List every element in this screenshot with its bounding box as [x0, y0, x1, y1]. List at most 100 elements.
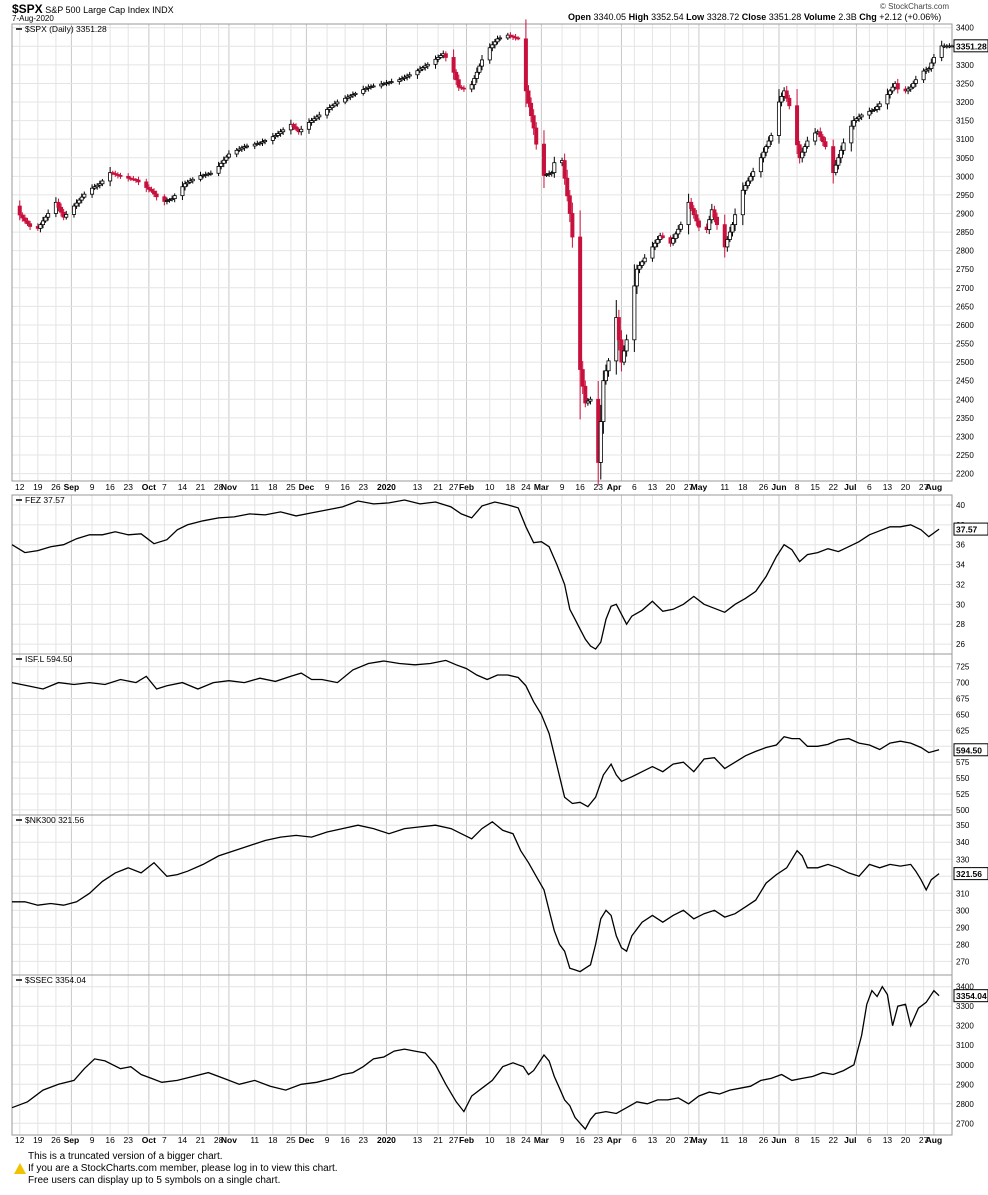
y-tick-label: 3300 — [956, 61, 974, 70]
x-tick-label: May — [691, 482, 708, 492]
x-tick-label: 8 — [795, 482, 800, 492]
x-tick-label: Mar — [534, 482, 550, 492]
candle-body — [606, 360, 611, 372]
brand-credit[interactable]: © StockCharts.com — [880, 2, 950, 11]
candle-body — [71, 205, 76, 215]
x-tick-label: Oct — [142, 1135, 156, 1145]
candle-body — [77, 199, 82, 204]
candle-body — [686, 201, 691, 226]
candle-body — [818, 131, 823, 138]
x-tick-label: 12 — [15, 1135, 25, 1145]
candle-body — [854, 118, 859, 122]
candle-body — [257, 142, 262, 145]
y-tick-label: 40 — [956, 501, 965, 510]
candle-body — [950, 45, 955, 48]
candle-body — [162, 196, 167, 202]
candle-body — [924, 69, 929, 72]
candle-body — [841, 142, 846, 151]
x-tick-label: 18 — [506, 482, 516, 492]
y-tick-label: 2800 — [956, 1100, 974, 1109]
candle-body — [350, 94, 355, 97]
x-tick-label: 20 — [666, 1135, 676, 1145]
candle-body — [208, 172, 213, 175]
close-label: Close — [741, 12, 767, 22]
y-tick-label: 725 — [956, 663, 970, 672]
candle-body — [769, 135, 774, 142]
x-tick-label: 21 — [433, 1135, 443, 1145]
candle-body — [859, 114, 864, 118]
x-tick-label: 9 — [90, 1135, 95, 1145]
candle-body — [399, 78, 404, 81]
x-tick-label: Feb — [459, 1135, 474, 1145]
candle-body — [637, 265, 642, 270]
candle-body — [79, 196, 84, 201]
candle-body — [474, 71, 479, 79]
candle-body — [906, 88, 911, 92]
candle-body — [691, 208, 696, 216]
candle-body — [397, 79, 402, 82]
candle-body — [278, 131, 283, 135]
x-tick-label: 26 — [51, 1135, 61, 1145]
candle-body — [436, 57, 441, 60]
candle-body — [216, 166, 221, 174]
candle-body — [363, 88, 368, 91]
candle-body — [764, 146, 769, 153]
candle-body — [456, 79, 461, 88]
candle-body — [820, 136, 825, 143]
x-tick-label: 10 — [485, 482, 495, 492]
y-tick-label: 330 — [956, 855, 970, 864]
x-tick-label: 18 — [506, 1135, 516, 1145]
candle-body — [345, 96, 350, 99]
candle-body — [152, 190, 157, 195]
candle-body — [513, 36, 518, 39]
y-tick-label: 36 — [956, 541, 965, 550]
x-tick-label: 18 — [738, 482, 748, 492]
candle-body — [461, 87, 466, 90]
panel-frame — [11, 653, 953, 816]
candle-body — [126, 175, 131, 179]
x-tick-label: 23 — [593, 1135, 603, 1145]
candle-body — [869, 109, 874, 112]
candle-body — [224, 156, 229, 161]
x-tick-label: 13 — [883, 1135, 893, 1145]
volume-value: 2.3B — [838, 12, 857, 22]
candle-body — [642, 257, 647, 263]
candle-body — [529, 102, 534, 117]
candle-body — [838, 149, 843, 159]
x-tick-label: 9 — [90, 482, 95, 492]
y-tick-label: 3000 — [956, 172, 974, 181]
x-tick-label: Apr — [607, 1135, 622, 1145]
candle-body — [911, 83, 916, 88]
x-tick-label: 8 — [795, 1135, 800, 1145]
y-tick-label: 3250 — [956, 79, 974, 88]
candle-body — [198, 175, 203, 180]
candle-body — [583, 385, 588, 404]
x-tick-label: 7 — [162, 1135, 167, 1145]
x-tick-label: Feb — [459, 482, 474, 492]
candle-body — [74, 202, 79, 207]
last-value-label: 3354.04 — [956, 991, 987, 1001]
candle-body — [185, 181, 190, 185]
x-tick-label: Jun — [771, 1135, 786, 1145]
x-tick-label: 16 — [105, 1135, 115, 1145]
panel-label: ISF.L 594.50 — [25, 654, 73, 664]
candle-body — [671, 238, 676, 244]
candle-body — [727, 231, 732, 240]
x-tick-label: 9 — [325, 1135, 330, 1145]
candle-body — [38, 224, 43, 229]
y-tick-label: 3100 — [956, 1041, 974, 1050]
candle-body — [508, 34, 513, 37]
y-tick-label: 310 — [956, 889, 970, 898]
x-tick-label: 23 — [358, 482, 368, 492]
candle-body — [389, 81, 394, 83]
candle-body — [170, 198, 175, 201]
y-tick-label: 2500 — [956, 358, 974, 367]
y-tick-label: 3100 — [956, 135, 974, 144]
candle-body — [149, 188, 154, 192]
y-tick-label: 3200 — [956, 1022, 974, 1031]
candle-body — [188, 180, 193, 183]
candle-body — [776, 101, 781, 136]
candle-body — [565, 177, 570, 197]
candle-body — [831, 146, 836, 174]
y-tick-label: 575 — [956, 758, 970, 767]
